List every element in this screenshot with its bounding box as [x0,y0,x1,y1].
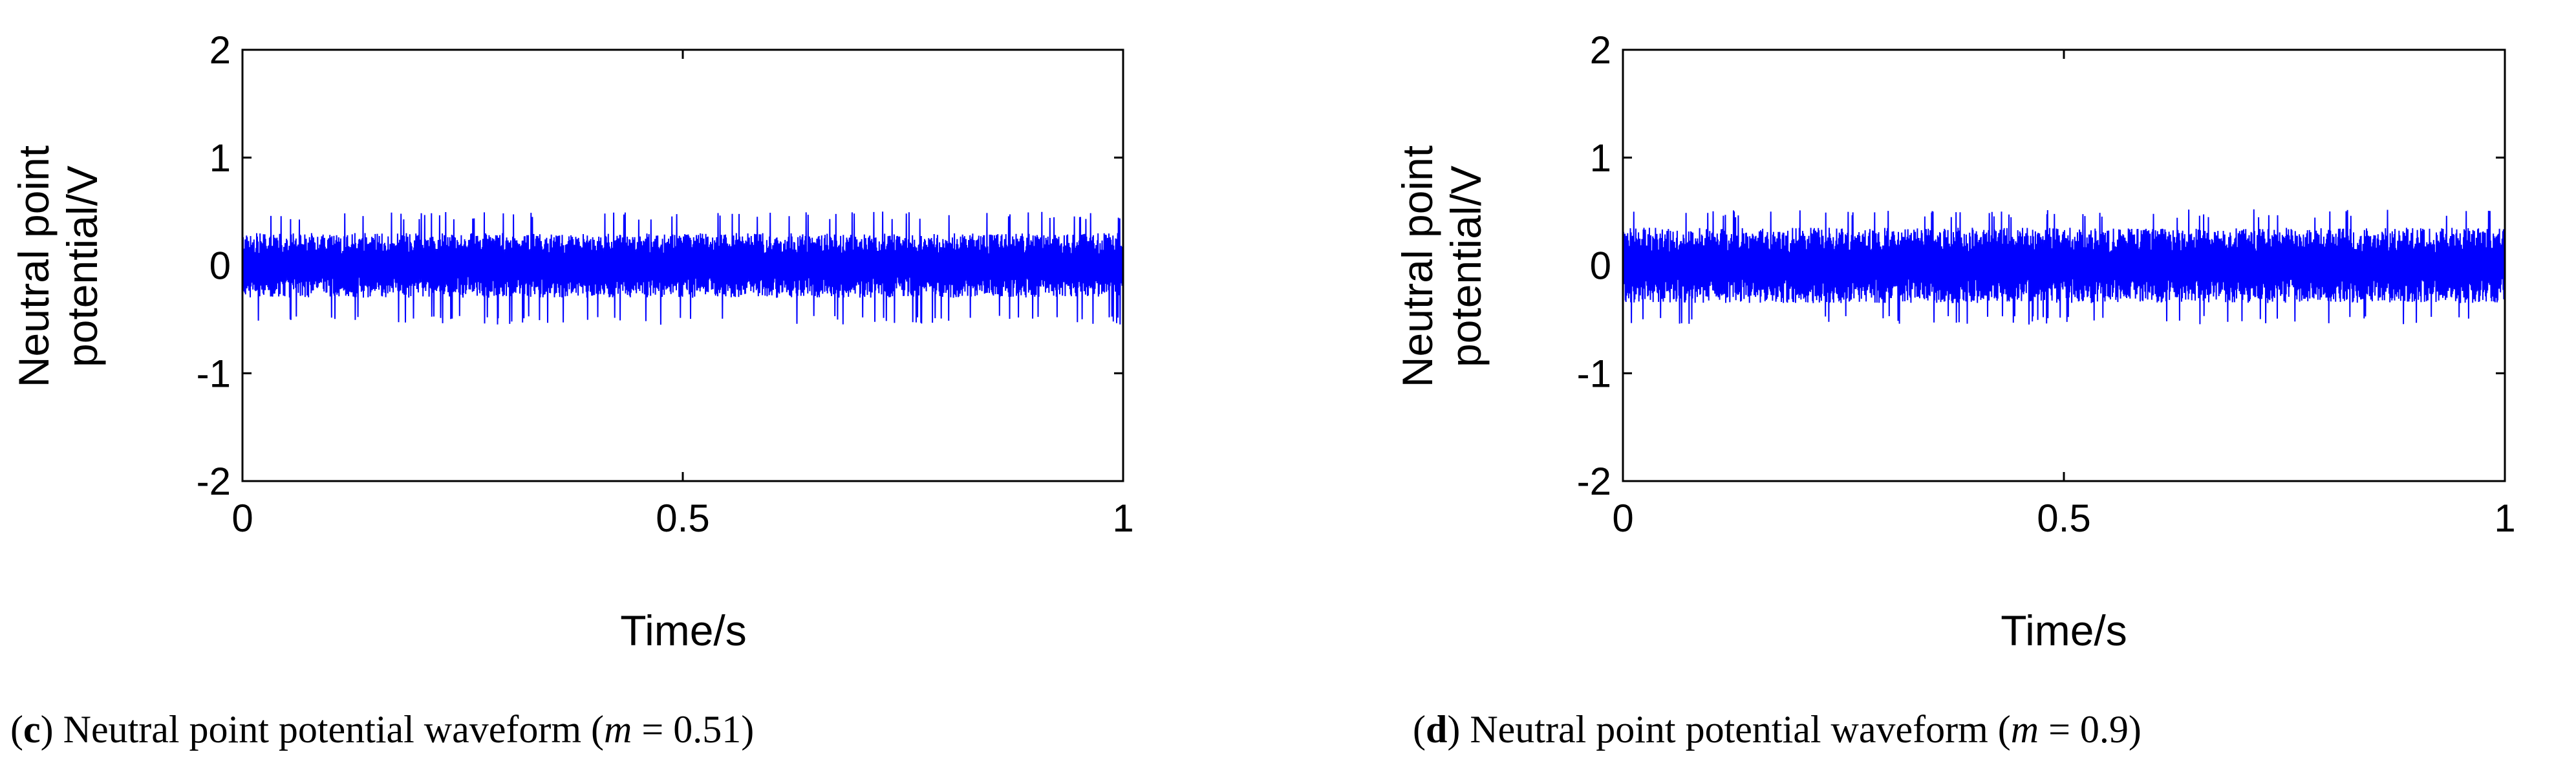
panel-letter: c [23,708,41,751]
x-tick-label: 1 [2494,497,2515,540]
y-tick-label: 1 [1590,136,1611,180]
caption-value: = 0.9) [2039,708,2141,751]
caption-paren-close: ) [1447,708,1460,751]
caption-text: Neutral point potential waveform ( [54,708,604,751]
panel-c: Neutral point potential/V Time/s -2 -1 0 1 2… [10,28,1134,751]
caption-paren-open: ( [1413,708,1426,751]
plot-frame [1622,48,2506,482]
y-axis-label-line2: potential/V [58,166,106,367]
y-axis-label-line2: potential/V [1442,166,1490,367]
caption-value: = 0.51) [632,708,754,751]
y-tick-label: 2 [1590,28,1611,72]
x-tick-label: 0.5 [2037,497,2090,540]
y-tick-label: 1 [209,136,231,180]
tick-layer: -2 -1 0 1 2 0 0.5 1 [197,28,1134,540]
caption-text: Neutral point potential waveform ( [1460,708,2010,751]
y-tick-label: -1 [1577,352,1611,395]
y-tick-label: -2 [1577,460,1611,503]
plot-frame [241,48,1124,482]
series-line [242,211,1124,325]
series-line [1622,209,2506,325]
y-axis-label: Neutral point potential/V [10,145,106,387]
y-axis-label-line1: Neutral point [1393,145,1441,387]
y-tick-label: 0 [1590,244,1611,288]
x-tick-label: 0 [1612,497,1633,540]
y-tick-label: -2 [197,460,231,503]
x-tick-label: 0 [231,497,253,540]
panel-caption: (c) Neutral point potential waveform (m … [10,708,754,751]
panel-d: Neutral point potential/V Time/s -2 -1 0 1 2… [1393,28,2516,751]
caption-paren-open: ( [10,708,23,751]
y-tick-label: -1 [197,352,231,395]
y-tick-label: 2 [209,28,231,72]
x-tick-label: 0.5 [656,497,709,540]
x-tick-label: 1 [1112,497,1133,540]
y-axis-label: Neutral point potential/V [1393,145,1490,387]
caption-paren-close: ) [41,708,54,751]
y-axis-label-line1: Neutral point [10,145,58,387]
panel-letter: d [1426,708,1447,751]
x-axis-label: Time/s [2001,607,2127,654]
waveform-layer [1622,209,2506,325]
caption-variable: m [2011,708,2039,751]
tick-layer: -2 -1 0 1 2 0 0.5 1 [1577,28,2516,540]
y-tick-label: 0 [209,244,231,288]
panel-caption: (d) Neutral point potential waveform (m … [1413,708,2141,751]
x-axis-label: Time/s [620,607,747,654]
waveform-layer [242,211,1124,325]
caption-variable: m [604,708,632,751]
